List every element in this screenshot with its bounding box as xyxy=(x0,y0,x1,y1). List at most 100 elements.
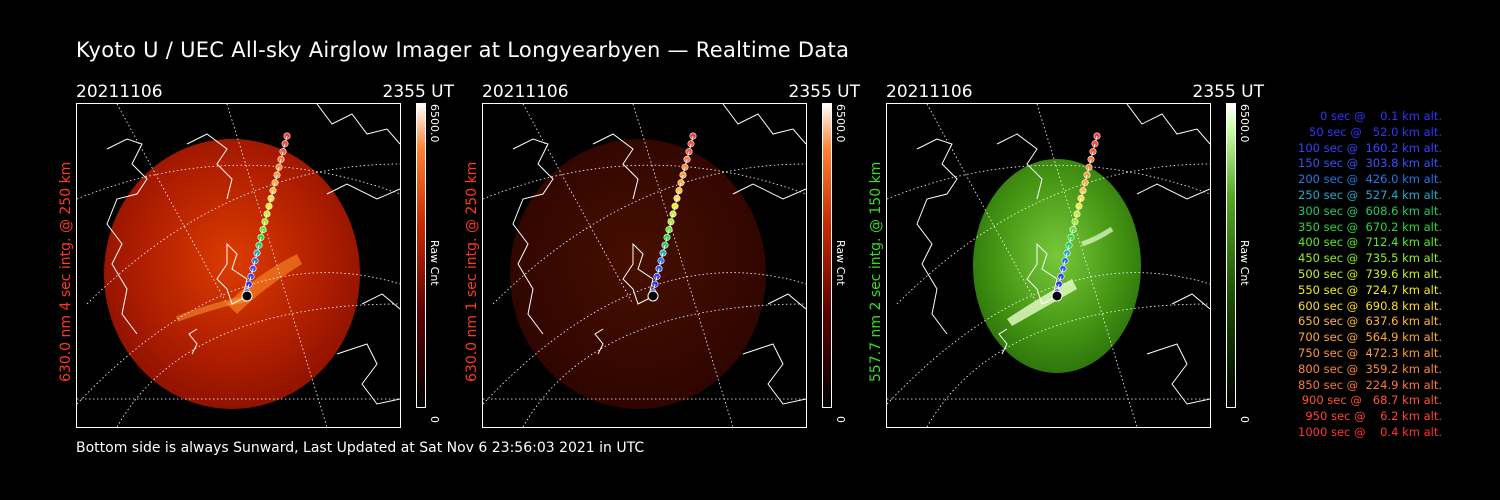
colorbar-unit: Raw Cnt xyxy=(1238,240,1251,286)
legend-entry: 950 sec @ 6.2 km alt. xyxy=(1305,409,1442,424)
coastline xyxy=(336,343,400,405)
image-panel-3: 20211106 2355 UT 557.7 nm 2 sec intg. @ 15… xyxy=(868,82,1266,432)
panel-time: 2355 UT xyxy=(382,82,455,102)
legend-entry: 850 sec @ 224.9 km alt. xyxy=(1298,377,1442,392)
legend-entry: 450 sec @ 735.5 km alt. xyxy=(1298,251,1442,266)
colorbar-min: 0 xyxy=(428,416,441,423)
coastline xyxy=(512,138,554,335)
trajectory-point xyxy=(251,257,259,265)
legend-entry: 350 sec @ 670.2 km alt. xyxy=(1298,219,1442,234)
graticule-line xyxy=(632,104,734,427)
launch-site xyxy=(1051,290,1063,302)
panel-time: 2355 UT xyxy=(788,82,861,102)
trajectory-point xyxy=(681,163,689,171)
panel-wavelength-label: 557.7 nm 2 sec intg. @ 150 km xyxy=(868,161,884,382)
panel-time: 2355 UT xyxy=(1192,82,1265,102)
coastline xyxy=(1026,242,1058,305)
legend-entry: 50 sec @ 52.0 km alt. xyxy=(1309,124,1442,139)
graticule-line xyxy=(887,164,1210,200)
footer-note: Bottom side is always Sunward, Last Upda… xyxy=(76,440,645,456)
coastline xyxy=(361,293,400,310)
trajectory-point xyxy=(279,148,287,156)
graticule-line xyxy=(926,303,1210,427)
legend-entry: 300 sec @ 608.6 km alt. xyxy=(1298,203,1442,218)
coastline xyxy=(996,133,1043,200)
trajectory-point xyxy=(277,155,285,163)
airglow-field xyxy=(510,139,766,409)
coastline xyxy=(316,104,400,145)
colorbar-max: 6500.0 xyxy=(1238,104,1251,143)
launch-site xyxy=(647,290,659,302)
trajectory-point xyxy=(685,148,693,156)
coastline xyxy=(216,242,248,305)
legend-entry: 900 sec @ 68.7 km alt. xyxy=(1301,393,1442,408)
coastline xyxy=(722,104,806,145)
trajectory-point xyxy=(683,155,691,163)
graticule-line xyxy=(77,164,400,200)
coastline xyxy=(188,328,198,355)
trajectory-point xyxy=(1089,148,1097,156)
coastline xyxy=(998,328,1008,355)
panel-date: 20211106 xyxy=(886,82,973,102)
trajectory-point xyxy=(1085,163,1093,171)
trajectory-point xyxy=(275,163,283,171)
trajectory-point xyxy=(657,257,665,265)
colorbar-unit: Raw Cnt xyxy=(834,240,847,286)
legend-entry: 0 sec @ 0.1 km alt. xyxy=(1319,109,1442,123)
allsky-image xyxy=(76,103,401,428)
coastline xyxy=(106,138,148,335)
colorbar-min: 0 xyxy=(1238,416,1251,423)
graticule-line xyxy=(522,303,806,427)
image-panel-2: 20211106 2355 UT 630.0 nm 1 sec intg. @ 25… xyxy=(464,82,862,432)
aurora-arc xyxy=(1081,226,1114,247)
panel-date: 20211106 xyxy=(482,82,569,102)
legend-entry: 200 sec @ 426.0 km alt. xyxy=(1298,172,1442,187)
coastline xyxy=(186,133,233,200)
coastline xyxy=(1126,104,1210,145)
colorbar-max: 6500.0 xyxy=(834,104,847,143)
coastline xyxy=(767,293,806,310)
colorbar xyxy=(416,103,426,408)
legend-entry: 1000 sec @ 0.4 km alt. xyxy=(1298,424,1442,439)
graticule-line xyxy=(483,272,806,405)
legend-entry: 400 sec @ 712.4 km alt. xyxy=(1298,235,1442,250)
airglow-field xyxy=(973,159,1141,373)
image-panel-1: 20211106 2355 UT 630.0 nm 4 sec intg. @ 25… xyxy=(58,82,456,432)
graticule-line xyxy=(887,272,1210,405)
colorbar-unit: Raw Cnt xyxy=(428,240,441,286)
coastline xyxy=(1171,293,1210,310)
legend-entry: 600 sec @ 690.8 km alt. xyxy=(1298,298,1442,313)
coastline xyxy=(732,183,806,200)
panel-wavelength-label: 630.0 nm 1 sec intg. @ 250 km xyxy=(464,161,480,382)
rocket-trajectory-legend: 0 sec @ 0.1 km alt. 50 sec @ 52.0 km alt.… xyxy=(1262,109,1442,441)
coastline xyxy=(326,183,400,200)
legend-entry: 500 sec @ 739.6 km alt. xyxy=(1298,266,1442,281)
trajectory-point xyxy=(1061,257,1069,265)
colorbar-min: 0 xyxy=(834,416,847,423)
legend-entry: 650 sec @ 637.6 km alt. xyxy=(1298,314,1442,329)
graticule-line xyxy=(483,164,806,200)
page-title: Kyoto U / UEC All-sky Airglow Imager at … xyxy=(76,38,850,62)
allsky-image xyxy=(482,103,807,428)
coastline xyxy=(1136,183,1210,200)
legend-entry: 550 sec @ 724.7 km alt. xyxy=(1298,282,1442,297)
panel-date: 20211106 xyxy=(76,82,163,102)
aurora-arc xyxy=(175,296,248,322)
legend-entry: 800 sec @ 359.2 km alt. xyxy=(1298,361,1442,376)
coastline xyxy=(594,328,604,355)
panel-wavelength-label: 630.0 nm 4 sec intg. @ 250 km xyxy=(58,161,74,382)
legend-entry: 100 sec @ 160.2 km alt. xyxy=(1298,140,1442,155)
colorbar-max: 6500.0 xyxy=(428,104,441,143)
graticule-line xyxy=(116,303,400,427)
coastline xyxy=(916,138,958,335)
colorbar xyxy=(822,103,832,408)
airglow-field xyxy=(104,139,360,409)
legend-entry: 700 sec @ 564.9 km alt. xyxy=(1298,330,1442,345)
launch-site xyxy=(241,290,253,302)
allsky-image xyxy=(886,103,1211,428)
graticule-line xyxy=(1036,104,1138,427)
graticule-line xyxy=(77,272,400,405)
graticule-line xyxy=(226,104,328,427)
coastline xyxy=(742,343,806,405)
coastline xyxy=(1146,343,1210,405)
